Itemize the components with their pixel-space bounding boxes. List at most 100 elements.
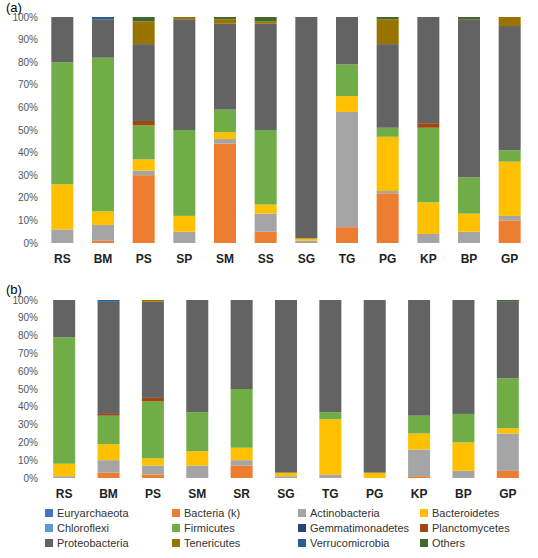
bar-segment [319,300,341,301]
bar-segment [452,300,474,301]
bar-segment [142,302,164,398]
bar-segment [231,300,253,301]
bar-segment [92,58,114,212]
bar-segment [173,17,195,19]
bar-segment [336,17,358,64]
bar-segment [377,193,399,243]
bar-segment [92,211,114,225]
bar-segment [142,398,164,402]
bar-segment [255,22,277,24]
bar-segment [377,17,399,19]
bar-segment [51,17,73,18]
bar-segment [98,302,120,414]
bar-segment [92,225,114,241]
bar-segment [186,300,208,301]
bars [53,300,519,478]
y-tick-label: 100% [12,12,38,23]
bar-segment [255,130,277,205]
legend-swatch [172,524,180,532]
legend-label: Proteobacteria [57,537,129,549]
bar-segment [53,300,75,301]
bar-segment [364,473,386,478]
bar-segment [452,414,474,442]
bar-segment [173,232,195,243]
legend-label: Gemmatimonadetes [310,522,410,534]
bar-segment [499,26,521,150]
x-tick-label: RS [56,487,73,501]
bar-segment [142,458,164,465]
bar-segment [92,17,114,19]
bar-segment [173,19,195,130]
x-tick-label: BM [99,487,118,501]
bar-segment [173,17,195,18]
bar-segment [452,300,474,301]
legend-label: Bacteroidetes [432,507,500,519]
bar-segment [142,300,164,302]
bar-segment [408,416,430,434]
y-tick-label: 30% [18,419,38,430]
bar-segment [255,214,277,232]
bar-segment [377,44,399,128]
y-tick-label: 20% [18,437,38,448]
bar-segment [231,460,253,465]
y-tick-label: 70% [18,79,38,90]
bars [51,17,520,243]
bar-segment [408,300,430,301]
bar-segment [92,19,114,57]
legend-swatch [298,524,306,532]
legend-swatch [172,539,180,547]
bar-segment [214,24,236,110]
bar-segment [133,17,155,22]
x-tick-label: SS [258,252,274,266]
bar-segment [255,24,277,130]
bar-segment [364,300,386,301]
bar-segment [51,184,73,229]
legend-swatch [420,539,428,547]
bar-segment [458,19,480,177]
bar-segment [319,419,341,474]
bar-segment [319,300,341,301]
bar-segment [214,139,236,144]
bar-segment [377,191,399,193]
bar-segment [319,412,341,419]
bar-segment [295,17,317,18]
bar-segment [364,300,386,301]
bar-segment [336,96,358,112]
bar-segment [53,300,75,337]
bar-segment [458,232,480,243]
bar-segment [497,428,519,433]
bar-segment [133,121,155,126]
bar-segment [214,144,236,243]
legend-swatch [298,539,306,547]
legend-label: Euryarchaeota [57,507,129,519]
bar-segment [295,238,317,240]
bar-segment [497,302,519,379]
bar-segment [186,300,208,301]
bar-segment [51,229,73,243]
bar-segment [173,216,195,232]
legend-swatch [420,509,428,517]
x-tick-label: PG [379,252,396,266]
bar-segment [133,22,155,45]
bar-segment [53,337,75,463]
bar-segment [364,300,386,301]
legend-swatch [45,539,53,547]
bar-segment [377,137,399,191]
bar-segment [214,110,236,133]
legend-label: Verrucomicrobia [310,537,390,549]
bar-segment [452,442,474,470]
legend-label: Others [432,537,466,549]
x-tick-label: BP [455,487,472,501]
bar-segment [51,62,73,184]
bar-segment [497,378,519,428]
y-tick-label: 60% [18,366,38,377]
bar-segment [51,17,73,18]
legend-label: Actinobacteria [310,507,381,519]
bar-segment [295,17,317,18]
bar-segment [336,227,358,243]
x-tick-label: PG [366,487,383,501]
bar-segment [499,150,521,161]
bar-segment [499,162,521,216]
bar-segment [417,123,439,128]
bar-segment [133,125,155,159]
